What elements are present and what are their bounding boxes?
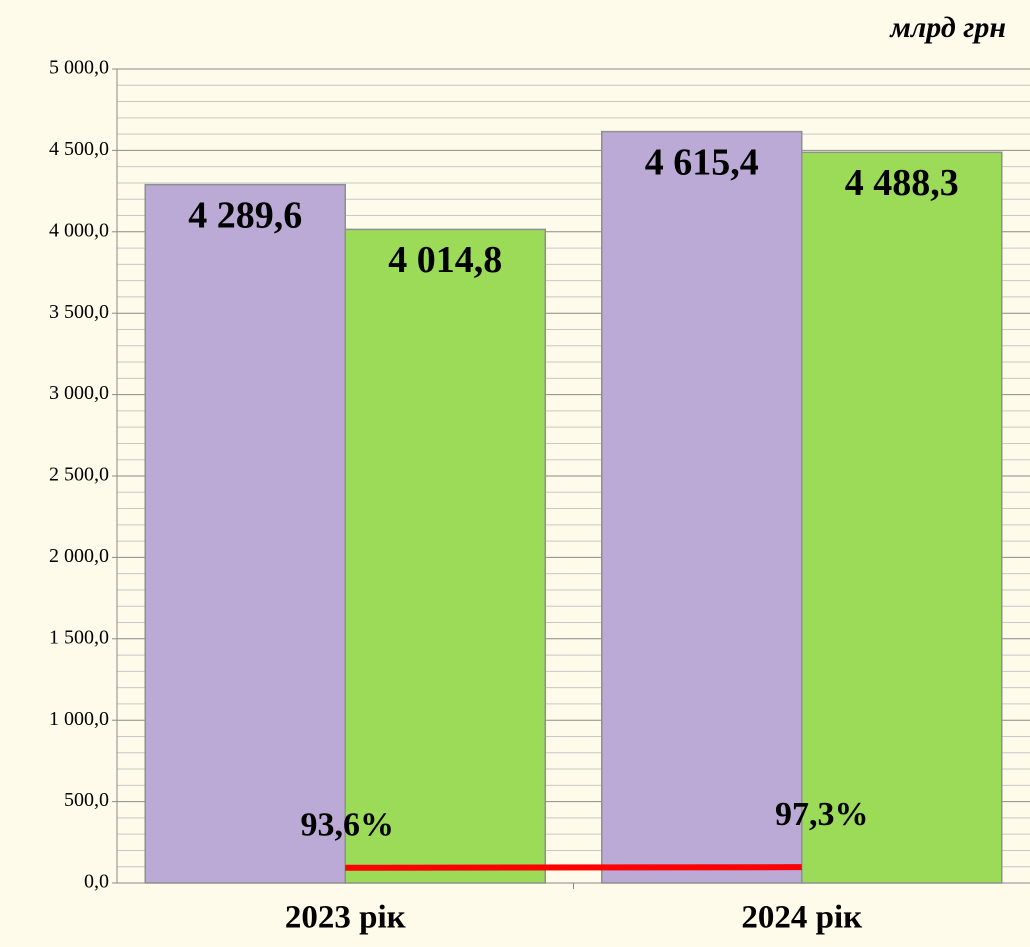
- y-tick-label: 1 000,0: [49, 708, 109, 730]
- y-tick-label: 3 000,0: [49, 382, 109, 404]
- y-tick-label: 4 500,0: [49, 138, 109, 160]
- value-label: 93,6%: [301, 807, 395, 844]
- line: [345, 864, 802, 871]
- y-tick-label: 4 000,0: [49, 219, 109, 241]
- bar: [801, 151, 1003, 884]
- value-label: 4 289,6: [188, 194, 302, 236]
- y-tick-label: 2 500,0: [49, 464, 109, 486]
- value-label: 97,3%: [775, 796, 869, 833]
- x-tick-label: 2024 рік: [741, 900, 862, 936]
- value-label: 4 014,8: [388, 239, 502, 281]
- unit-label: млрд грн: [888, 11, 1006, 44]
- bar: [144, 183, 346, 884]
- bar: [601, 130, 803, 884]
- y-tick-label: 500,0: [64, 789, 109, 811]
- y-tick-label: 1 500,0: [49, 626, 109, 648]
- y-tick-label: 3 500,0: [49, 301, 109, 323]
- value-label: 4 488,3: [845, 162, 959, 204]
- x-tick-label: 2023 рік: [285, 900, 406, 936]
- value-label: 4 615,4: [645, 141, 759, 183]
- y-tick-label: 5 000,0: [49, 57, 109, 79]
- bar: [344, 228, 546, 884]
- y-tick-label: 0,0: [84, 871, 109, 893]
- y-tick-label: 2 000,0: [49, 545, 109, 567]
